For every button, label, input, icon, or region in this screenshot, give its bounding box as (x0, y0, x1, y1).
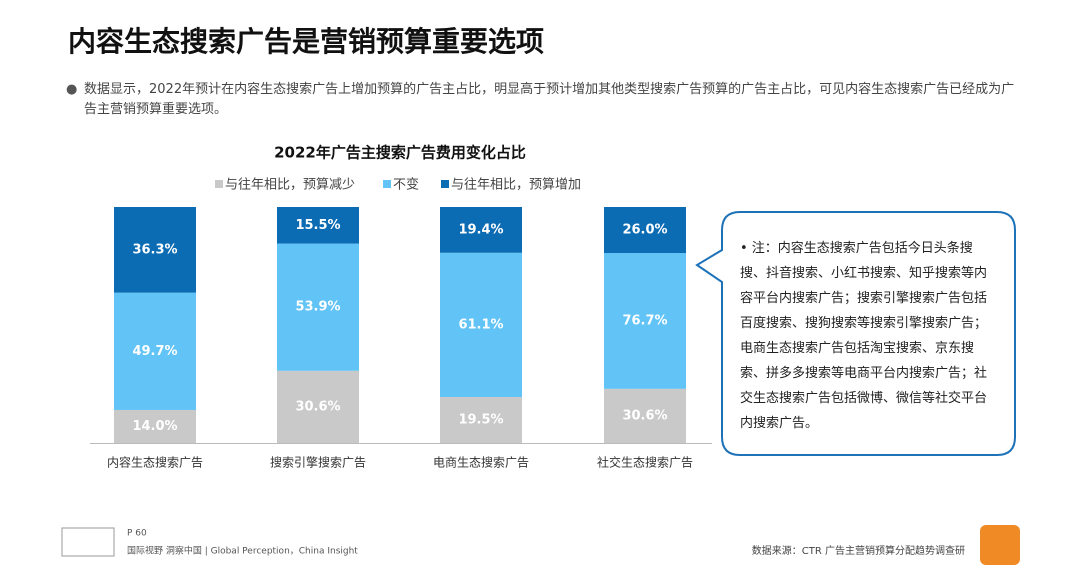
x-tick-label: 搜索引擎搜索广告 (270, 455, 366, 470)
page-number: P 60 (127, 529, 147, 539)
bar-segment (604, 253, 686, 389)
legend-swatch (383, 180, 391, 188)
legend-swatch (215, 180, 223, 188)
x-tick-label: 电商生态搜索广告 (433, 455, 529, 470)
value-label: 26.0% (622, 223, 667, 238)
value-label: 30.6% (622, 408, 667, 423)
bar-segment (277, 243, 359, 371)
bar-segment (440, 252, 522, 397)
bar-segment (440, 396, 522, 443)
value-label: 53.9% (295, 300, 340, 315)
value-label: 36.3% (132, 242, 177, 257)
bar-segment (277, 370, 359, 443)
value-label: 30.6% (295, 399, 340, 414)
value-label: 61.1% (458, 317, 503, 332)
legend-label: 不变 (393, 177, 419, 193)
title: 内容生态搜索广告是营销预算重要选项 (68, 25, 545, 58)
note: • 注：内容生态搜索广告包括今日头条搜搜、抖音搜索、小红书搜索、知乎搜索等内容平… (740, 241, 988, 431)
bullet-text: 数据显示，2022年预计在内容生态搜索广告上增加预算的广告主占比，明显高于预计增… (84, 82, 1015, 117)
bar-segment (114, 409, 196, 443)
value-label: 49.7% (132, 344, 177, 359)
value-label: 19.4% (458, 222, 503, 237)
logo (61, 527, 115, 557)
bullet-dot: ● (66, 82, 78, 97)
chart-title: 2022年广告主搜索广告费用变化占比 (274, 144, 526, 162)
brand-logo (980, 525, 1020, 565)
bar-segment (604, 388, 686, 443)
bar-segment (604, 207, 686, 254)
value-label: 15.5% (295, 218, 340, 233)
source: 数据来源：CTR 广告主营销预算分配趋势调查研 (752, 544, 965, 557)
callout (695, 211, 1016, 456)
value-label: 19.5% (458, 412, 503, 427)
bar-segment (114, 207, 196, 293)
legend-label: 与往年相比，预算增加 (451, 178, 581, 193)
bar-segment (440, 207, 522, 253)
legend-swatch (441, 180, 449, 188)
x-tick-label: 内容生态搜索广告 (107, 455, 203, 470)
value-label: 14.0% (132, 419, 177, 434)
slogan: 国际视野 洞察中国 | Global Perception，China Insi… (127, 545, 358, 557)
legend-label: 与往年相比，预算减少 (225, 178, 355, 193)
bar-segment (114, 292, 196, 410)
value-label: 76.7% (622, 313, 667, 328)
bar-segment (277, 207, 359, 244)
x-tick-label: 社交生态搜索广告 (597, 455, 693, 470)
